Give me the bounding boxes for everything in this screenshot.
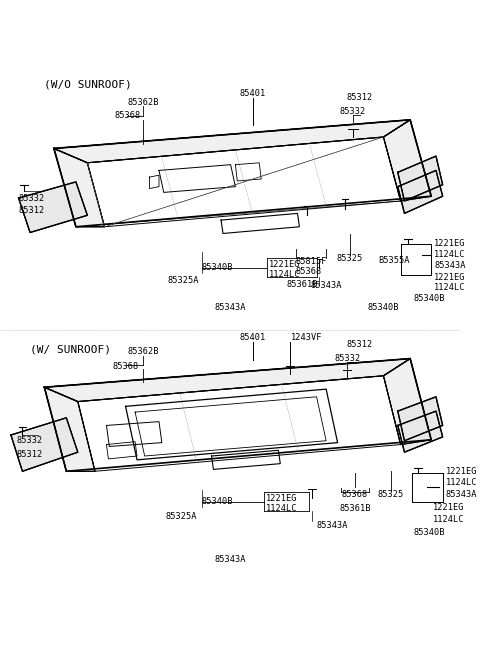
- Text: 1124LC: 1124LC: [434, 250, 466, 259]
- Polygon shape: [19, 182, 87, 233]
- Text: 85312: 85312: [347, 340, 372, 349]
- Text: 85343A: 85343A: [215, 555, 246, 564]
- Text: 85332: 85332: [19, 194, 45, 202]
- Text: (W/ SUNROOF): (W/ SUNROOF): [30, 344, 111, 354]
- Polygon shape: [398, 397, 443, 441]
- Polygon shape: [398, 170, 443, 214]
- Text: 1124LC: 1124LC: [434, 283, 466, 292]
- Text: 85368: 85368: [112, 362, 139, 371]
- Text: 1243VF: 1243VF: [291, 333, 323, 342]
- Text: 85343A: 85343A: [434, 261, 466, 271]
- Polygon shape: [44, 359, 410, 401]
- Polygon shape: [398, 156, 443, 201]
- Text: 85343A: 85343A: [445, 489, 477, 499]
- Text: 85368: 85368: [342, 489, 368, 499]
- Text: 85332: 85332: [340, 106, 366, 116]
- Text: 85815F: 85815F: [296, 257, 327, 265]
- Text: 85362B: 85362B: [127, 348, 158, 356]
- Text: 1124LC: 1124LC: [269, 270, 300, 279]
- Text: 85343A: 85343A: [215, 304, 246, 313]
- Text: 85361B: 85361B: [287, 280, 318, 288]
- Text: 85312: 85312: [19, 206, 45, 215]
- Polygon shape: [11, 418, 78, 471]
- Polygon shape: [398, 411, 443, 452]
- Text: 1221EG: 1221EG: [434, 239, 466, 248]
- Text: 85401: 85401: [240, 333, 266, 342]
- Text: 1221EG: 1221EG: [445, 466, 477, 476]
- Text: 85325: 85325: [337, 254, 363, 263]
- Text: 85332: 85332: [334, 354, 360, 363]
- Polygon shape: [384, 359, 431, 445]
- Polygon shape: [54, 120, 410, 163]
- Text: 85340B: 85340B: [368, 304, 399, 313]
- Text: 1221EG: 1221EG: [266, 493, 298, 503]
- Polygon shape: [54, 148, 105, 227]
- Text: 1124LC: 1124LC: [433, 514, 465, 524]
- Text: 85340B: 85340B: [202, 263, 233, 273]
- Polygon shape: [384, 120, 431, 201]
- Text: 1221EG: 1221EG: [433, 503, 465, 512]
- Text: 85343A: 85343A: [317, 521, 348, 530]
- Text: 1124LC: 1124LC: [266, 504, 298, 513]
- Text: 85312: 85312: [347, 93, 372, 102]
- Text: 85340B: 85340B: [414, 528, 445, 537]
- Text: 1221EG: 1221EG: [434, 273, 466, 282]
- Text: 85340B: 85340B: [202, 497, 233, 507]
- Text: 85343A: 85343A: [311, 281, 342, 290]
- Text: 85368: 85368: [296, 267, 322, 276]
- Text: 85325A: 85325A: [167, 276, 199, 284]
- Text: 85368: 85368: [114, 112, 141, 120]
- Text: 85401: 85401: [240, 89, 266, 97]
- Text: (W/O SUNROOF): (W/O SUNROOF): [44, 79, 132, 90]
- Text: 85362B: 85362B: [127, 98, 158, 107]
- Polygon shape: [44, 387, 95, 471]
- Text: 85325A: 85325A: [165, 512, 197, 521]
- Text: 85340B: 85340B: [414, 294, 445, 303]
- Text: 1221EG: 1221EG: [269, 260, 300, 269]
- Text: 85325: 85325: [378, 489, 404, 499]
- Text: 85312: 85312: [17, 449, 43, 459]
- Text: 85361B: 85361B: [339, 504, 371, 513]
- Text: 85332: 85332: [17, 436, 43, 445]
- Text: B5355A: B5355A: [379, 256, 410, 265]
- Text: 1124LC: 1124LC: [445, 478, 477, 487]
